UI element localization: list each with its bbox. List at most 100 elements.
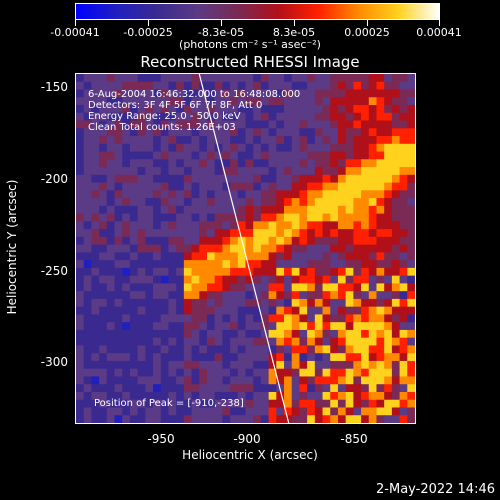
heatmap-cell — [260, 267, 270, 277]
heatmap-cell — [330, 236, 339, 246]
heatmap-cell — [314, 136, 324, 145]
heatmap-cell — [368, 120, 378, 129]
heatmap-cell — [191, 229, 200, 238]
heatmap-cell — [114, 105, 123, 114]
heatmap-cell — [384, 151, 393, 160]
heatmap-cell — [230, 322, 239, 331]
heatmap-cell — [183, 198, 193, 207]
heatmap-cell — [253, 89, 262, 98]
heatmap-cell — [137, 244, 146, 253]
heatmap-cell — [322, 283, 331, 292]
heatmap-cell — [253, 120, 262, 129]
heatmap-cell — [76, 174, 85, 184]
heatmap-cell — [260, 399, 270, 409]
heatmap-cell — [322, 260, 331, 269]
heatmap-cell — [99, 236, 108, 246]
heatmap-cell — [168, 368, 177, 378]
heatmap-cell — [206, 120, 216, 129]
heatmap-cell — [276, 81, 285, 91]
heatmap-cell — [230, 120, 239, 129]
heatmap-cell — [376, 260, 385, 269]
heatmap-cell — [122, 415, 131, 423]
heatmap-cell — [376, 74, 385, 83]
heatmap-cell — [376, 112, 385, 122]
heatmap-cell — [314, 236, 324, 246]
heatmap-cell — [399, 353, 408, 362]
heatmap-cell — [160, 384, 170, 393]
y-tick-label: -300 — [40, 355, 68, 369]
heatmap-cell — [399, 213, 408, 222]
heatmap-cell — [214, 167, 223, 176]
heatmap-cell — [153, 391, 162, 401]
heatmap-cell — [160, 260, 170, 269]
heatmap-cell — [276, 275, 285, 284]
heatmap-cell — [160, 167, 170, 176]
heatmap-cell — [168, 252, 177, 261]
heatmap-cell — [83, 407, 93, 416]
energy-range-label: Energy Range: 25.0 - 50.0 keV — [88, 111, 241, 122]
heatmap-cell — [376, 120, 385, 129]
heatmap-cell — [176, 415, 185, 423]
heatmap-cell — [76, 353, 85, 362]
heatmap-cell — [337, 306, 347, 316]
heatmap-cell — [176, 128, 185, 137]
heatmap-cell — [368, 182, 378, 191]
heatmap-cell — [314, 89, 324, 98]
heatmap-cell — [91, 260, 100, 269]
heatmap-cell — [345, 353, 354, 362]
heatmap-cell — [399, 174, 408, 184]
heatmap-cell — [206, 415, 216, 423]
heatmap-cell — [83, 236, 93, 246]
heatmap-cell — [214, 112, 223, 122]
heatmap-cell — [106, 198, 116, 207]
heatmap-cell — [260, 322, 270, 331]
heatmap-cell — [106, 314, 116, 323]
heatmap-cell — [191, 360, 200, 370]
heatmap-cell — [353, 345, 362, 354]
heatmap-cell — [399, 298, 408, 308]
heatmap-cell — [253, 136, 262, 145]
heatmap-cell — [222, 112, 231, 122]
heatmap-cell — [345, 213, 354, 222]
heatmap-cell — [322, 399, 331, 409]
heatmap-cell — [299, 368, 308, 378]
heatmap-cell — [353, 167, 362, 176]
heatmap-cell — [168, 360, 177, 370]
heatmap-cell — [137, 376, 146, 385]
heatmap-cell — [361, 306, 370, 316]
heatmap-cell — [137, 407, 146, 416]
heatmap-cell — [153, 229, 162, 238]
heatmap-cell — [260, 151, 270, 160]
heatmap-cell — [291, 306, 301, 316]
heatmap-cell — [399, 376, 408, 385]
heatmap-cell — [191, 252, 200, 261]
heatmap-cell — [191, 89, 200, 98]
heatmap-cell — [307, 159, 316, 168]
heatmap-cell — [183, 384, 193, 393]
heatmap-cell — [337, 198, 347, 207]
image-plot-area: 6-Aug-2004 16:46:32.000 to 16:48:08.000 … — [75, 73, 416, 424]
heatmap-cell — [322, 74, 331, 83]
heatmap-cell — [160, 353, 170, 362]
heatmap-cell — [137, 353, 146, 362]
heatmap-cell — [276, 353, 285, 362]
heatmap-cell — [206, 368, 216, 378]
heatmap-cell — [160, 74, 170, 83]
heatmap-cell — [99, 260, 108, 269]
heatmap-cell — [122, 283, 131, 292]
heatmap-cell — [307, 105, 316, 114]
heatmap-cell — [407, 322, 415, 331]
heatmap-cell — [183, 399, 193, 409]
heatmap-cell — [337, 298, 347, 308]
heatmap-cell — [368, 174, 378, 184]
heatmap-cell — [376, 128, 385, 137]
heatmap-cell — [376, 275, 385, 284]
heatmap-cell — [83, 97, 93, 106]
heatmap-cell — [206, 236, 216, 246]
heatmap-cell — [83, 120, 93, 129]
heatmap-cell — [206, 198, 216, 207]
heatmap-cell — [268, 136, 277, 145]
heatmap-cell — [145, 244, 154, 253]
heatmap-cell — [206, 314, 216, 323]
heatmap-cell — [322, 105, 331, 114]
